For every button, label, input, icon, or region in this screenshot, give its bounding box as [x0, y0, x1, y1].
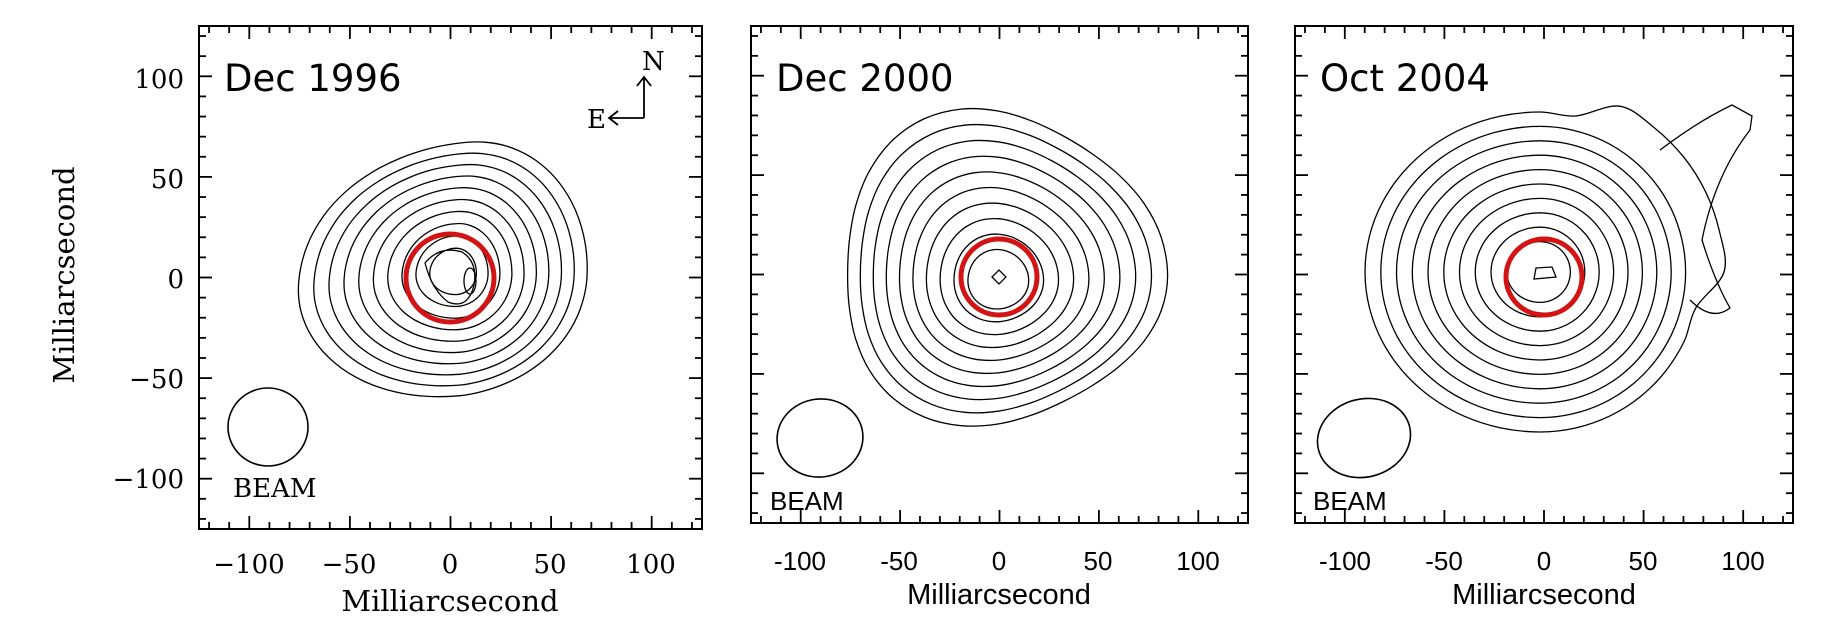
beam-label: BEAM [1313, 486, 1387, 516]
east-arrow-icon [607, 110, 619, 126]
x-tick-label: 50 [1629, 546, 1658, 576]
x-axis-label: Milliarcsecond [1452, 579, 1636, 611]
ticks [751, 26, 1248, 523]
contour-line [1364, 105, 1726, 433]
contour-line [1395, 140, 1672, 404]
peak-marker-circle [958, 236, 1040, 318]
contour-line [372, 198, 525, 342]
compass-east-label: E [587, 105, 606, 135]
x-tick-label: 50 [533, 550, 566, 580]
contour-line [297, 141, 588, 398]
panel-frame [198, 25, 703, 530]
x-tick-label: −50 [322, 550, 377, 580]
panel-frame [750, 25, 1249, 524]
x-tick-label: 0 [1537, 546, 1551, 576]
contour-peak [463, 267, 477, 295]
contour-map [1364, 104, 1753, 433]
y-tick-label: 50 [151, 165, 184, 195]
contour-line [343, 175, 550, 365]
contour-line [429, 247, 478, 296]
x-tick-label: 100 [1176, 546, 1219, 576]
contour-line [424, 249, 476, 305]
x-tick-label: 100 [626, 550, 676, 580]
x-tick-labels: −100 −50 0 50 100 [213, 550, 676, 580]
panel-title: Dec 2000 [776, 57, 954, 100]
y-tick-label: 100 [134, 65, 184, 95]
contour-line [1411, 154, 1658, 390]
y-axis-label: Milliarcsecond [47, 166, 81, 383]
contour-line [358, 187, 537, 354]
y-tick-label: 0 [167, 265, 184, 295]
contour-line [885, 155, 1121, 388]
compass: N E [587, 47, 665, 135]
x-axis-label: Milliarcsecond [341, 584, 558, 618]
contour-line [1427, 168, 1644, 376]
x-tick-labels: -100 -50 0 50 100 [1319, 546, 1765, 576]
x-tick-label: 50 [1084, 546, 1113, 576]
peak-marker-ring [958, 236, 1040, 318]
x-tick-label: -100 [774, 546, 826, 576]
contour-line [898, 171, 1105, 375]
panel-dec-2000: BEAM Dec 2000 -100 -50 0 50 100 Milliarc… [750, 25, 1249, 611]
y-tick-label: −100 [113, 465, 184, 495]
beam-label: BEAM [770, 486, 844, 516]
contour-line [1474, 212, 1600, 332]
contour-line [872, 139, 1137, 401]
peak-marker-ring [403, 231, 497, 325]
contour-line [387, 210, 513, 331]
contour-line [953, 233, 1045, 323]
panel-dec-1996: BEAM Dec 1996 N E −100 −50 0 50 100 100 … [113, 25, 703, 618]
panel-oct-2004: BEAM Oct 2004 -100 -50 0 50 100 Milliarc… [1294, 25, 1794, 611]
contour-line [846, 107, 1169, 427]
ticks [199, 26, 702, 529]
contour-map [846, 107, 1169, 427]
compass-north-label: N [642, 47, 665, 77]
contour-line [1380, 125, 1687, 419]
contour-line [1458, 197, 1615, 347]
contour-peak [1533, 266, 1557, 280]
x-tick-label: 0 [442, 550, 459, 580]
contour-line [859, 123, 1153, 414]
peak-marker-circle [1503, 236, 1585, 318]
contour-line [912, 186, 1090, 362]
beam-ellipse [227, 387, 309, 467]
beam-ellipse [1316, 397, 1412, 479]
beam-label: BEAM [233, 474, 316, 504]
panel-frame [1294, 25, 1794, 524]
y-tick-label: −50 [129, 365, 184, 395]
x-tick-label: -50 [880, 546, 918, 576]
contour-line [328, 163, 563, 376]
panel-title: Oct 2004 [1320, 57, 1490, 100]
contour-line [1443, 183, 1629, 361]
contour-line [313, 152, 575, 387]
y-tick-labels: 100 50 0 −50 −100 [113, 65, 184, 495]
x-tick-label: -50 [1425, 546, 1463, 576]
x-tick-labels: -100 -50 0 50 100 [774, 546, 1220, 576]
x-axis-label: Milliarcsecond [907, 579, 1091, 611]
peak-marker-circle [403, 231, 497, 325]
ticks [1295, 26, 1793, 523]
contour-map [297, 141, 588, 398]
contour-extension [1659, 104, 1753, 315]
x-tick-label: -100 [1319, 546, 1371, 576]
contour-line [939, 217, 1060, 336]
peak-marker-ring [1503, 236, 1585, 318]
x-tick-label: 100 [1721, 546, 1764, 576]
panel-title: Dec 1996 [224, 57, 402, 100]
beam-ellipse [776, 398, 864, 478]
contour-peak [991, 269, 1007, 285]
north-arrow-icon [636, 75, 652, 87]
x-tick-label: 0 [992, 546, 1006, 576]
contour-line [925, 202, 1075, 349]
contour-line [967, 248, 1030, 310]
x-tick-label: −100 [213, 550, 284, 580]
